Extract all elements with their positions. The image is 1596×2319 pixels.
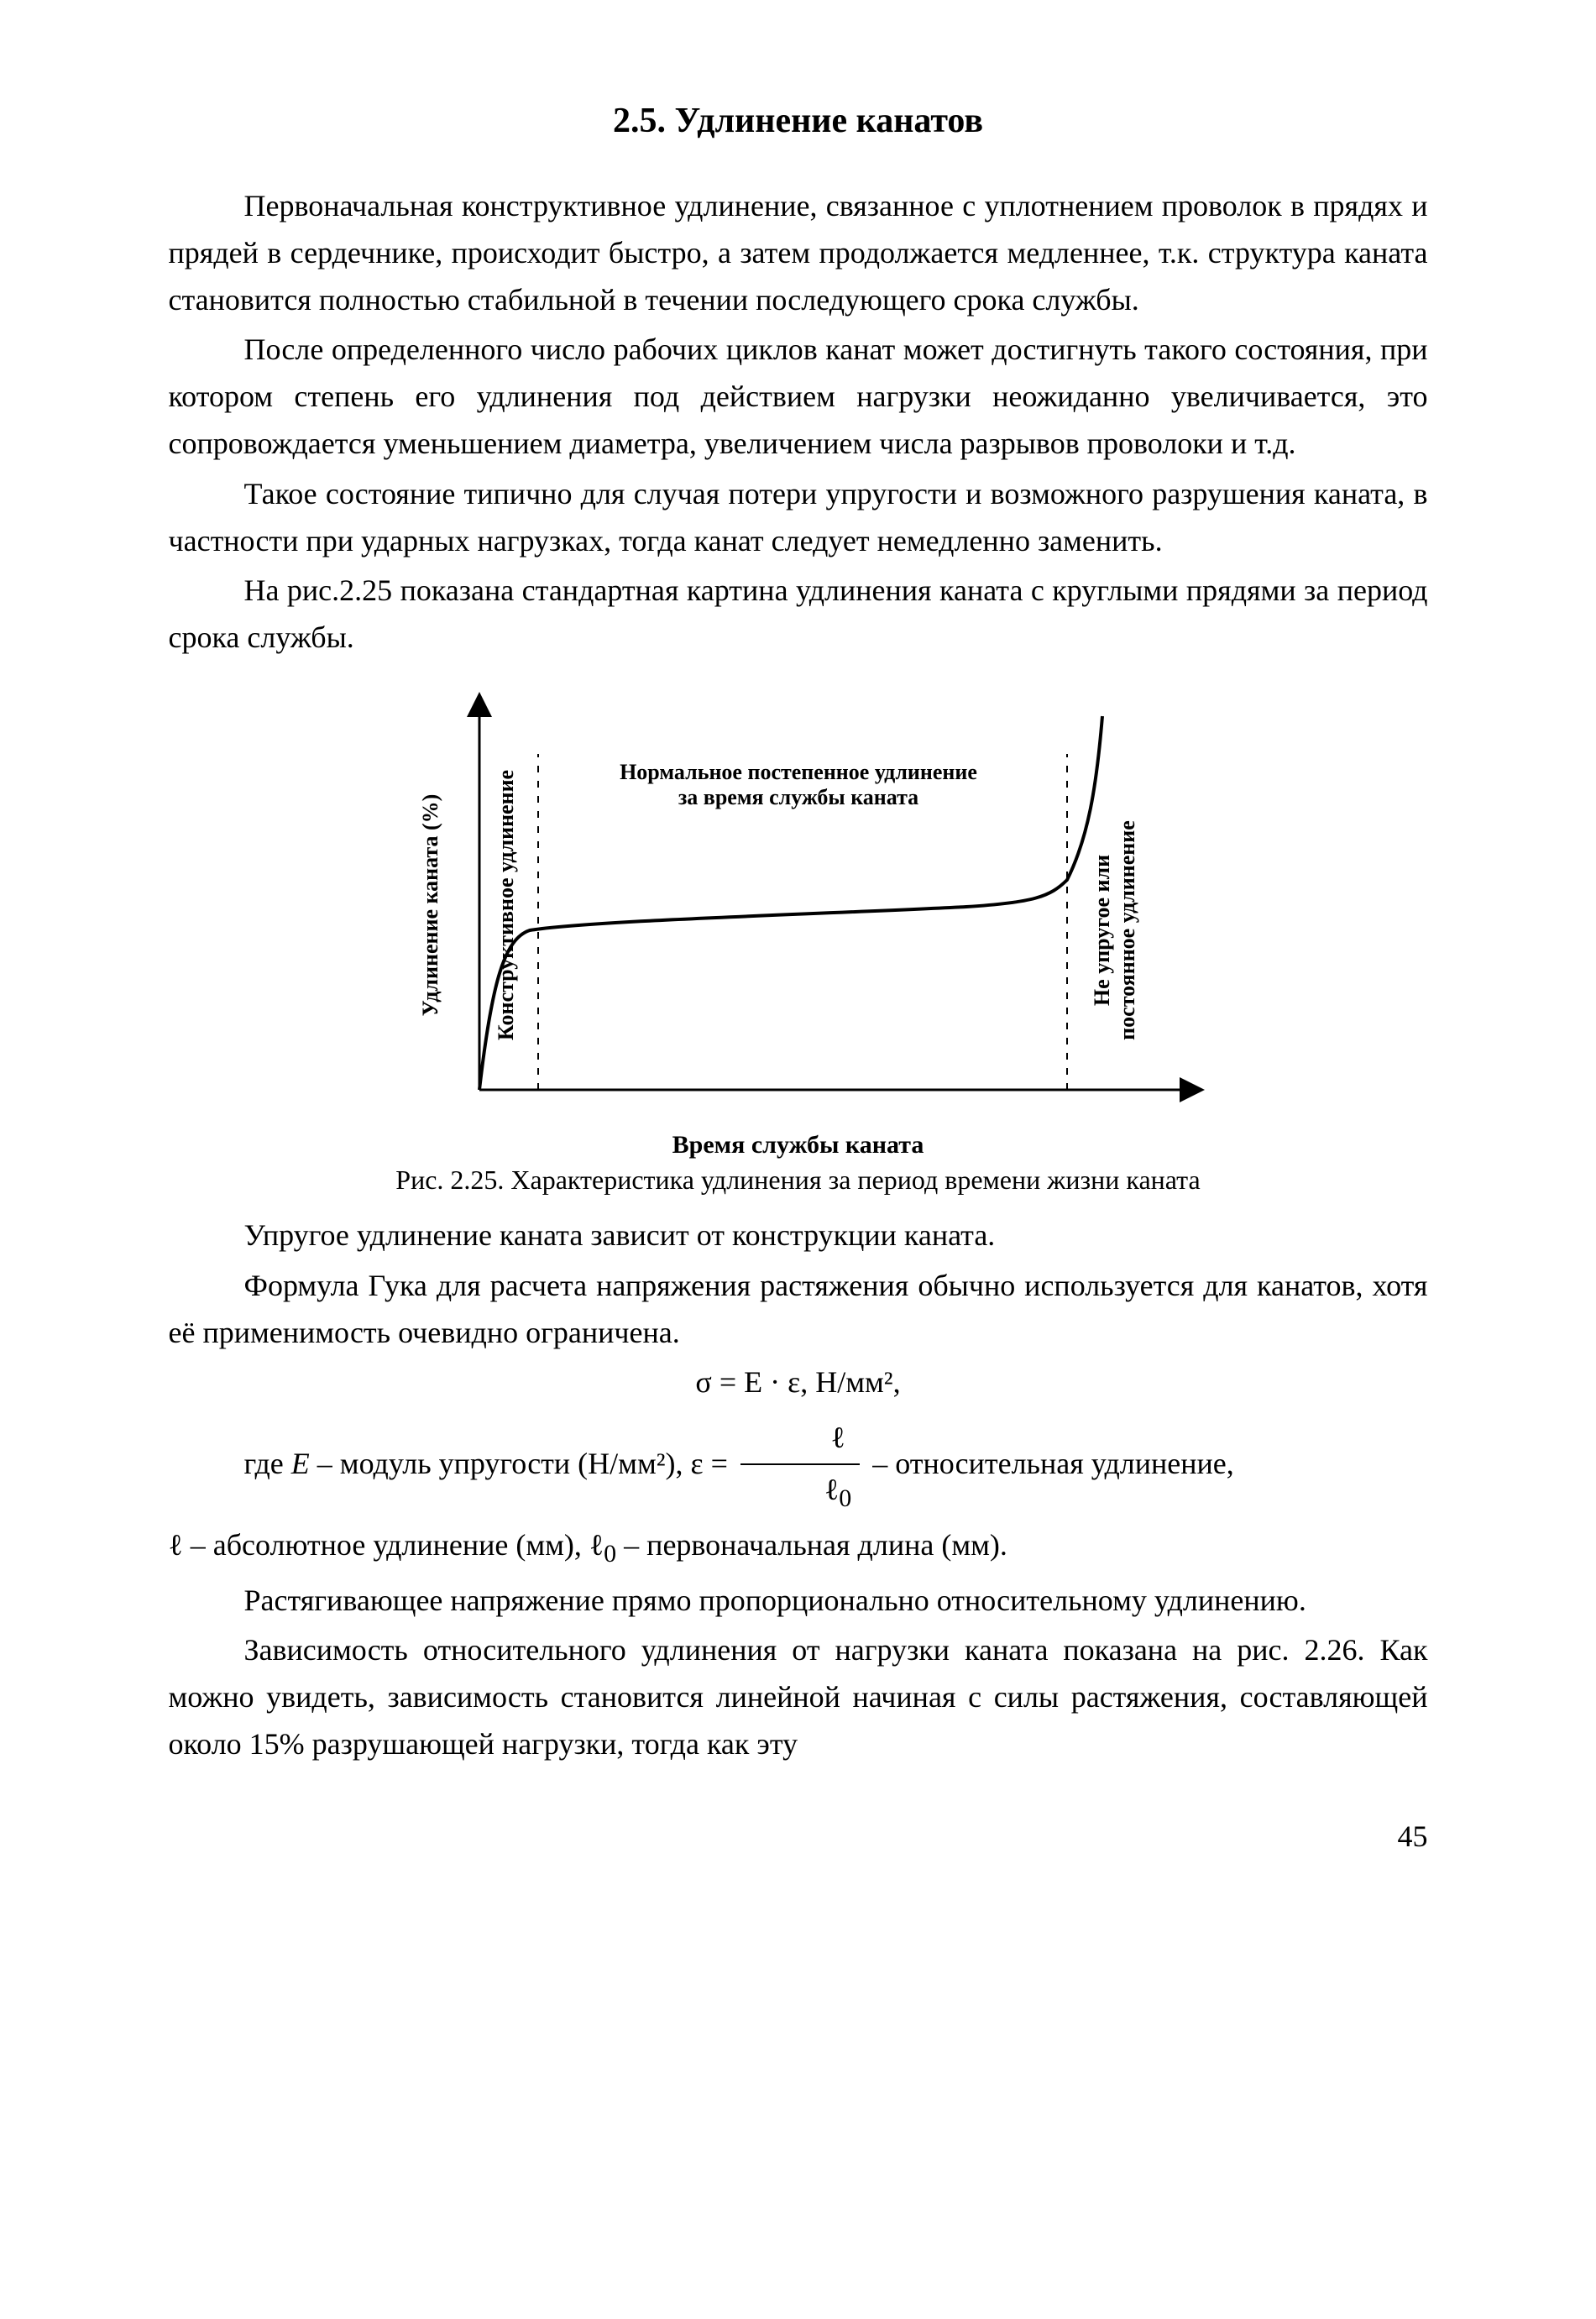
fraction-denominator: ℓ0	[740, 1465, 860, 1519]
where-suffix: – относительная удлинение,	[872, 1447, 1234, 1480]
subscript-0: 0	[839, 1484, 851, 1512]
paragraph-1: Первоначальная конструктивное удлинение,…	[169, 183, 1428, 323]
fraction-numerator: ℓ	[740, 1415, 860, 1465]
figure-2-25: Удлинение каната (%) Конструктивное удли…	[169, 687, 1428, 1196]
where-mid: – модуль упругости (Н/мм²),	[310, 1447, 691, 1480]
middle-annotation-line2: за время службы каната	[678, 785, 918, 809]
fraction-l-over-l0: ℓ ℓ0	[740, 1415, 860, 1518]
page-number: 45	[169, 1819, 1428, 1854]
paragraph-3: Такое состояние типично для случая потер…	[169, 471, 1428, 565]
symbols-definition: ℓ – абсолютное удлинение (мм), ℓ0 – перв…	[169, 1522, 1428, 1574]
paragraph-6: Формула Гука для расчета напряжения раст…	[169, 1263, 1428, 1357]
where-prefix: где	[244, 1447, 291, 1480]
paragraph-4: На рис.2.25 показана стандартная картина…	[169, 568, 1428, 662]
symbol-E: E	[291, 1447, 310, 1480]
region-3-label-line2: постоянное удлинение	[1115, 820, 1139, 1040]
hooke-formula: σ = E · ε, Н/мм²,	[169, 1364, 1428, 1400]
def-suffix: – первоначальная длина (мм).	[616, 1528, 1007, 1562]
paragraph-9: Растягивающее напряжение прямо пропорцио…	[169, 1578, 1428, 1625]
def-sub: 0	[604, 1540, 616, 1568]
paragraph-10: Зависимость относительного удлинения от …	[169, 1627, 1428, 1767]
def-prefix: ℓ – абсолютное удлинение (мм), ℓ	[169, 1528, 604, 1562]
symbol-l: ℓ	[824, 1473, 839, 1506]
section-title: 2.5. Удлинение канатов	[169, 101, 1428, 141]
middle-annotation-line1: Нормальное постепенное удлинение	[620, 760, 977, 784]
formula-where-line: где E – модуль упругости (Н/мм²), ε = ℓ …	[169, 1415, 1428, 1518]
y-axis-label: Удлинение каната (%)	[418, 794, 442, 1017]
paragraph-2: После определенного число рабочих циклов…	[169, 327, 1428, 467]
elongation-chart: Удлинение каната (%) Конструктивное удли…	[379, 687, 1218, 1123]
epsilon-eq: ε =	[691, 1447, 728, 1480]
region-1-label: Конструктивное удлинение	[494, 770, 518, 1040]
paragraph-5: Упругое удлинение каната зависит от конс…	[169, 1212, 1428, 1259]
x-axis-label: Время службы каната	[169, 1131, 1428, 1160]
region-3-label-line1: Не упругое или	[1090, 855, 1114, 1006]
page: 2.5. Удлинение канатов Первоначальная ко…	[135, 101, 1462, 1854]
figure-caption: Рис. 2.25. Характеристика удлинения за п…	[169, 1165, 1428, 1196]
